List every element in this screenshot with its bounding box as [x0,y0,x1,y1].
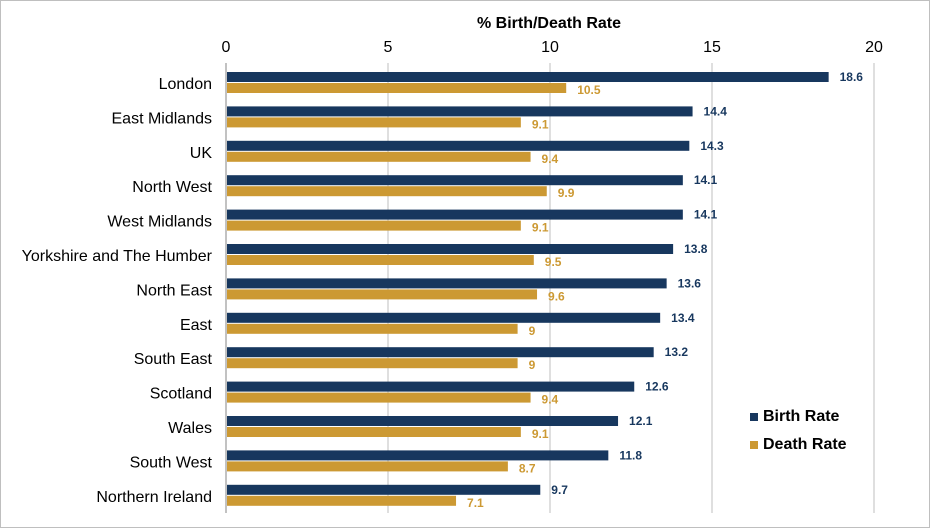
legend: Birth Rate Death Rate [750,408,847,453]
death-rate-bar [227,427,521,437]
category-label: North West [132,179,212,196]
category-label: Scotland [150,386,212,403]
birth-rate-bar [227,347,654,358]
birth-rate-bar [227,278,667,289]
category-labels: London East Midlands UK North West West Midl… [22,76,213,506]
birth-rate-data-label: 13.6 [678,276,702,290]
x-tick-label: 15 [703,39,721,56]
birth-rate-bar [227,416,619,426]
birth-rate-bar [227,244,674,254]
birth-rate-bar [227,484,541,495]
x-tick-label: 5 [384,39,393,56]
birth-rate-bar [227,140,690,151]
death-rate-bar [227,151,531,162]
birth-rate-bar [227,72,829,82]
x-tick-label: 10 [541,39,559,56]
category-label: South East [134,351,213,368]
birth-rate-data-label: 13.4 [671,311,695,325]
death-rate-bar [227,495,457,506]
x-tick-label: 0 [222,39,231,56]
death-rate-bar [227,117,521,128]
birth-rate-data-label: 18.6 [840,70,864,84]
category-label: UK [190,145,213,162]
legend-label: Birth Rate [763,408,840,425]
death-rate-bar [227,186,547,197]
death-rate-bar [227,255,534,265]
birth-rate-bar [227,209,683,220]
death-rate-data-label: 10.5 [577,83,601,97]
death-rate-bar [227,358,518,369]
death-rate-data-label: 9.9 [558,186,575,200]
birth-rate-data-label: 12.1 [629,414,653,428]
birth-rate-data-label: 9.7 [551,483,568,497]
category-label: London [159,76,212,93]
x-axis-title: % Birth/Death Rate [477,15,621,32]
death-rate-bar [227,392,531,403]
death-rate-data-label: 8.7 [519,461,536,475]
death-rate-data-label: 9 [529,358,536,372]
death-rate-bar [227,323,518,334]
legend-swatch [750,441,758,449]
x-axis-ticks: 0 5 10 15 20 [222,39,883,56]
legend-label: Death Rate [763,436,847,453]
legend-swatch [750,413,758,421]
death-rate-data-label: 9.1 [532,427,549,441]
death-rate-bar [227,83,567,93]
death-rate-data-label: 9 [529,324,536,338]
category-label: West Midlands [107,214,212,231]
death-rate-data-label: 9.4 [542,152,559,166]
birth-rate-bar [227,381,635,392]
x-tick-label: 20 [865,39,883,56]
birth-rate-data-label: 14.3 [700,139,724,153]
birth-rate-data-label: 14.1 [694,208,718,222]
category-label: North East [136,282,212,299]
birth-rate-data-label: 13.8 [684,242,708,256]
category-label: Wales [168,420,212,437]
death-rate-data-label: 9.1 [532,117,549,131]
death-rate-data-label: 9.1 [532,221,549,235]
death-rate-data-label: 9.4 [542,393,559,407]
death-rate-bar [227,289,538,300]
death-rate-data-label: 9.6 [548,289,565,303]
birth-rate-data-label: 12.6 [645,380,669,394]
birth-rate-data-label: 14.4 [704,104,728,118]
category-label: East [180,317,213,334]
birth-rate-bar [227,106,693,117]
birth-rate-bar [227,450,609,461]
bars [227,72,829,506]
category-label: East Midlands [112,110,213,127]
death-rate-data-label: 7.1 [467,496,484,510]
birth-rate-bar [227,312,661,323]
category-label: South West [130,454,213,471]
category-label: Yorkshire and The Humber [22,248,213,265]
birth-rate-data-label: 14.1 [694,173,718,187]
data-labels: 18.6 10.5 14.4 9.1 14.3 9.4 14.1 9.9 14.1 9.1 13.8… [467,70,863,510]
birth-rate-data-label: 11.8 [619,448,642,462]
death-rate-bar [227,461,508,472]
death-rate-bar [227,220,521,231]
category-label: Northern Ireland [96,489,212,506]
birth-rate-bar [227,175,683,186]
death-rate-data-label: 9.5 [545,255,562,269]
birth-rate-data-label: 13.2 [665,345,689,359]
